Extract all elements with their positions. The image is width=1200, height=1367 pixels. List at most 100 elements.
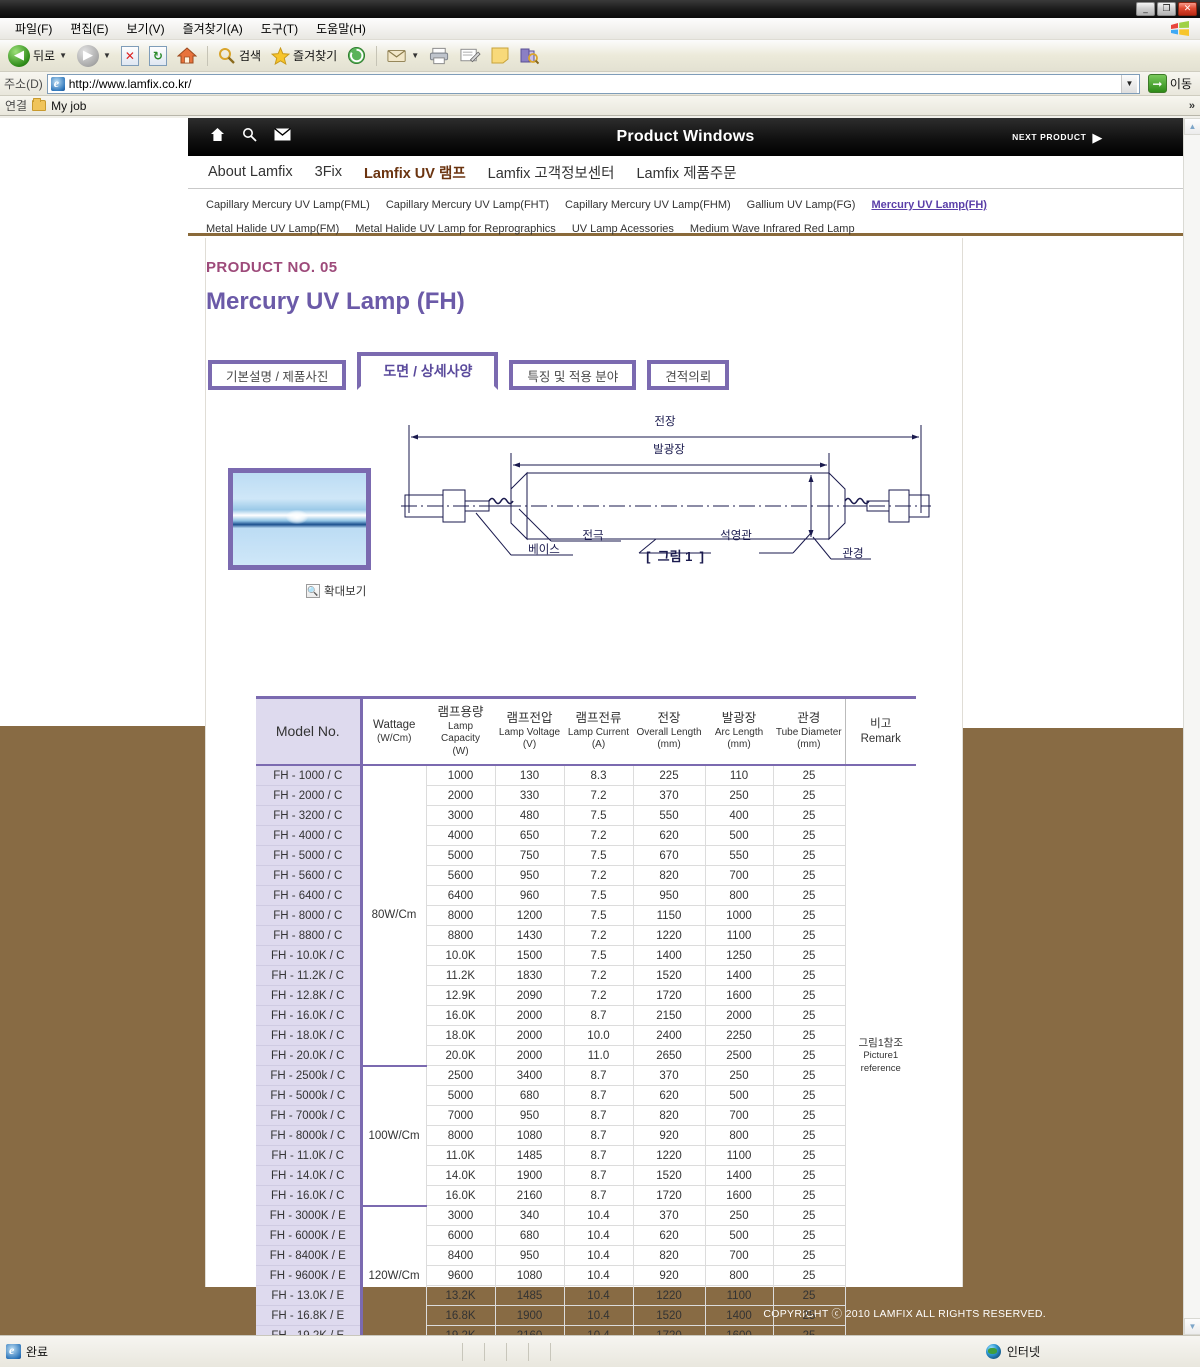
scroll-up-button[interactable]: ▲ <box>1184 118 1200 135</box>
research-button[interactable] <box>515 43 543 69</box>
subnav-item-fg[interactable]: Gallium UV Lamp(FG) <box>746 199 856 211</box>
menu-edit[interactable]: 편집(E) <box>70 22 109 36</box>
th-arc-length-en: Arc Length <box>714 726 764 738</box>
search-button[interactable]: 검색 <box>214 43 265 69</box>
forward-button[interactable]: ▶ ▼ <box>73 43 115 69</box>
nav-item-product-order[interactable]: Lamfix 제품주문 <box>636 165 737 182</box>
cell-model: FH - 8400K / E <box>256 1245 363 1267</box>
history-button[interactable] <box>343 43 370 69</box>
cell-model: FH - 6000K / E <box>256 1225 363 1247</box>
vertical-scrollbar[interactable]: ▲ ▼ <box>1183 118 1200 1335</box>
subnav-item-fm[interactable]: Metal Halide UV Lamp(FM) <box>206 223 340 235</box>
enlarge-link[interactable]: 🔍 확대보기 <box>306 583 366 599</box>
chevron-down-icon-mail[interactable]: ▼ <box>411 51 420 60</box>
label-base: 베이스 <box>528 543 560 556</box>
go-button[interactable]: ➞ 이동 <box>1144 74 1196 93</box>
cell-overall-length: 1720 <box>632 985 706 1007</box>
status-left: 완료 <box>0 1343 48 1360</box>
close-button[interactable]: ✕ <box>1178 2 1197 16</box>
tab-quotation[interactable]: 견적의뢰 <box>647 360 730 390</box>
table-row: FH - 16.0K / C 16.0K 2160 8.7 1720 1600 25 <box>256 1185 916 1207</box>
menu-file[interactable]: 파일(F) <box>15 22 53 36</box>
subnav-item-accessories[interactable]: UV Lamp Acessories <box>571 223 674 235</box>
cell-arc-length: 700 <box>704 865 774 887</box>
cell-arc-length: 250 <box>704 1065 774 1087</box>
menu-favorites[interactable]: 즐겨찾기(A) <box>182 22 243 36</box>
subnav-item-infrared[interactable]: Medium Wave Infrared Red Lamp <box>689 223 855 235</box>
table-row: FH - 16.8K / E 16.8K 1900 10.4 1520 1400 25 <box>256 1305 916 1327</box>
table-row: FH - 8400K / E 8400 950 10.4 820 700 25 <box>256 1245 916 1267</box>
nav-item-customer-center[interactable]: Lamfix 고객정보센터 <box>487 165 615 182</box>
menu-view[interactable]: 보기(V) <box>126 22 165 36</box>
mail-button[interactable]: ▼ <box>383 43 423 69</box>
product-thumbnail[interactable] <box>228 468 371 570</box>
cell-overall-length: 1220 <box>632 925 706 947</box>
cell-lamp-capacity: 3000 <box>425 1205 496 1227</box>
minimize-button[interactable]: _ <box>1136 2 1155 16</box>
search-label: 검색 <box>238 49 262 63</box>
product-number: PRODUCT NO. 05 <box>206 259 338 276</box>
mail-icon-site[interactable] <box>274 127 291 146</box>
nav-item-about-lamfix[interactable]: About Lamfix <box>208 164 293 180</box>
chevron-down-icon-forward[interactable]: ▼ <box>103 51 111 60</box>
cell-tube-diameter: 25 <box>772 1165 846 1187</box>
subnav-item-fml[interactable]: Capillary Mercury UV Lamp(FML) <box>206 199 370 211</box>
th-lamp-capacity-unit: (W) <box>452 745 469 757</box>
cell-overall-length: 820 <box>632 1105 706 1127</box>
links-label: 연결 <box>5 99 28 113</box>
address-dropdown-button[interactable]: ▼ <box>1120 74 1137 93</box>
subnav-item-reprographics[interactable]: Metal Halide UV Lamp for Reprographics <box>355 223 556 235</box>
home-button[interactable] <box>173 43 201 69</box>
notes-button[interactable] <box>487 43 513 69</box>
table-row: FH - 12.8K / C 12.9K 2090 7.2 1720 1600 25 <box>256 985 916 1007</box>
cell-tube-diameter: 25 <box>772 1185 846 1207</box>
edit-button[interactable] <box>456 43 485 69</box>
subnav-item-fhm[interactable]: Capillary Mercury UV Lamp(FHM) <box>565 199 731 211</box>
favorites-button[interactable]: 즐겨찾기 <box>267 43 341 69</box>
cell-tube-diameter: 25 <box>772 1125 846 1147</box>
cell-overall-length: 1720 <box>632 1325 706 1335</box>
refresh-button[interactable]: ↻ <box>145 43 171 69</box>
print-button[interactable] <box>425 43 454 69</box>
tab-basic-description[interactable]: 기본설명 / 제품사진 <box>208 360 347 390</box>
stop-button[interactable]: ✕ <box>117 43 143 69</box>
menu-help[interactable]: 도움말(H) <box>316 22 366 36</box>
restore-button[interactable]: ❐ <box>1157 2 1176 16</box>
subnav-item-fh[interactable]: Mercury UV Lamp(FH) <box>871 199 987 211</box>
nav-item-uv-lamp[interactable]: Lamfix UV 램프 <box>364 165 466 182</box>
chevron-down-icon[interactable]: ▼ <box>59 51 68 60</box>
research-icon <box>520 48 540 64</box>
tab-drawing-spec[interactable]: 도면 / 상세사양 <box>357 352 499 390</box>
nav-item-3fix[interactable]: 3Fix <box>314 164 343 180</box>
address-input[interactable]: http://www.lamfix.co.kr/ ▼ <box>46 73 1140 94</box>
table-row: FH - 13.0K / E 13.2K 1485 10.4 1220 1100 25 <box>256 1285 916 1307</box>
back-button[interactable]: ◀ 뒤로 ▼ <box>4 43 71 69</box>
cell-tube-diameter: 25 <box>772 785 846 807</box>
cell-arc-length: 1100 <box>704 1145 774 1167</box>
links-item-my-job[interactable]: My job <box>51 98 87 113</box>
home-icon-site[interactable] <box>210 127 225 147</box>
sub-nav-row-1: Capillary Mercury UV Lamp(FML) Capillary… <box>206 195 1183 215</box>
scroll-down-button[interactable]: ▼ <box>1184 1318 1200 1335</box>
label-quartz-tube: 석영관 <box>720 529 752 542</box>
cell-arc-length: 1100 <box>704 1285 774 1307</box>
cell-lamp-capacity: 8000 <box>425 905 496 927</box>
cell-arc-length: 2250 <box>704 1025 774 1047</box>
tab-features[interactable]: 특징 및 적용 분야 <box>509 360 637 390</box>
subnav-item-fht[interactable]: Capillary Mercury UV Lamp(FHT) <box>385 199 550 211</box>
web-page: COPYRIGHT ⓒ 2010 LAMFIX ALL RIGHTS RESER… <box>0 118 1183 1335</box>
links-overflow-button[interactable]: » <box>1188 99 1195 112</box>
table-row: FH - 19.2K / E 19.2K216010.41720160025 <box>256 1325 916 1335</box>
cell-model: FH - 11.2K / C <box>256 965 363 987</box>
search-icon-site[interactable] <box>242 127 257 147</box>
security-zone[interactable]: 인터넷 <box>985 1343 1200 1360</box>
cell-lamp-current: 10.4 <box>563 1305 634 1327</box>
cell-tube-diameter: 25 <box>772 1225 846 1247</box>
menu-tools[interactable]: 도구(T) <box>260 22 299 36</box>
cell-lamp-current: 8.7 <box>563 1065 634 1087</box>
cell-tube-diameter: 25 <box>772 825 846 847</box>
cell-tube-diameter: 25 <box>772 845 846 867</box>
mail-icon <box>387 49 406 62</box>
next-product-button[interactable]: NEXT PRODUCT ▶ <box>1012 131 1103 144</box>
cell-wattage: 80W/Cm <box>361 764 427 1067</box>
